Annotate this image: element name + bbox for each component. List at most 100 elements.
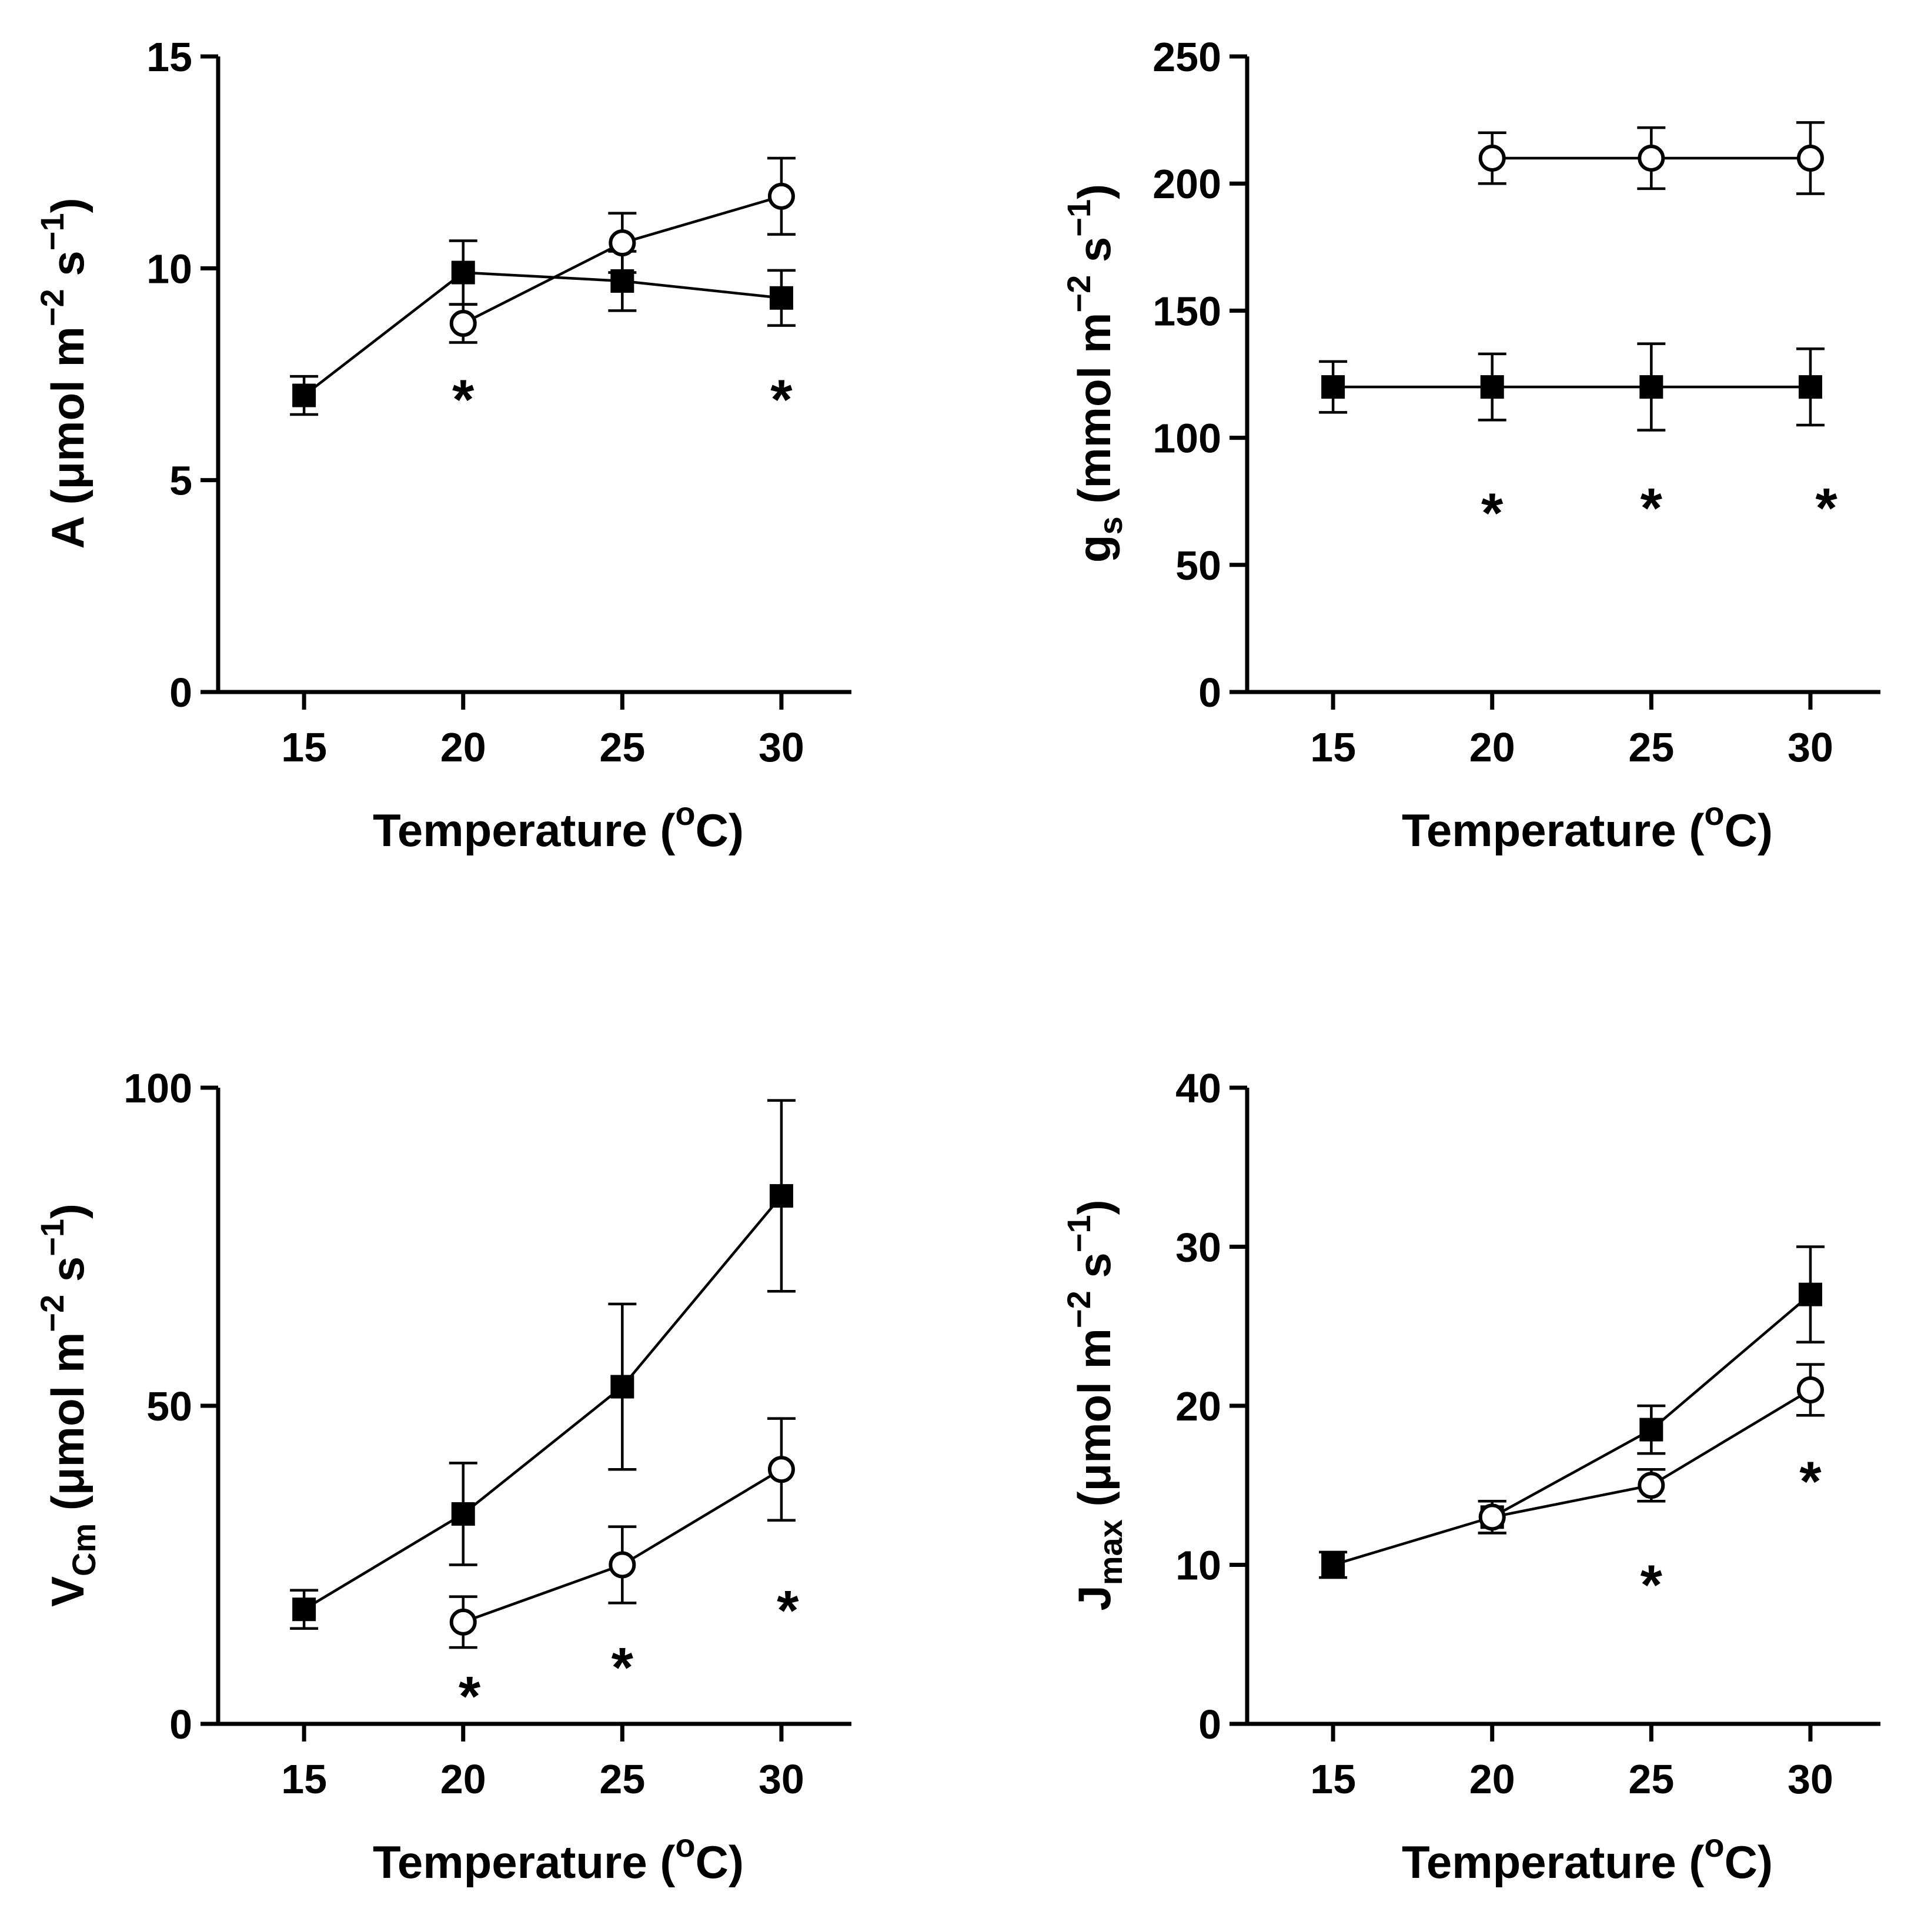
label-part: −1: [1060, 199, 1097, 237]
label-part: C): [1725, 1836, 1773, 1888]
marker-square: [1639, 1418, 1663, 1442]
x-axis-label: Temperature (oC): [373, 1827, 744, 1888]
marker-circle: [1638, 1472, 1665, 1499]
y-tick-label: 250: [1152, 34, 1221, 80]
significance-asterisk: *: [1481, 482, 1504, 545]
x-tick-label: 25: [1628, 1756, 1674, 1802]
marker-circle: [449, 1608, 477, 1636]
panel-gs: 0 50 100 150 200 250 15 20 25 30 Temperature (oC) g…: [1060, 34, 1880, 856]
y-tick-label: 0: [1198, 1702, 1221, 1747]
significance-asterisk: *: [612, 1636, 634, 1699]
significance-asterisk: *: [1799, 1450, 1822, 1513]
panel-Vcmax: 0 50 100 15 20 25 30 Temperature (oC) VCm (μmol …: [34, 1065, 851, 1888]
marker-circle: [1796, 144, 1824, 172]
series-line-filled-square: [303, 271, 782, 397]
x-tick-label: 25: [599, 724, 645, 770]
label-part: −2: [34, 1295, 71, 1332]
marker-square: [610, 269, 634, 293]
marker-circle: [1796, 1376, 1824, 1403]
label-part: ): [1068, 184, 1120, 199]
label-part: C): [696, 1836, 744, 1888]
marker-circle: [1478, 144, 1506, 172]
label-part: g: [1068, 534, 1120, 563]
marker-square: [451, 260, 475, 285]
marker-square: [292, 383, 316, 407]
label-part: s: [1068, 1252, 1120, 1291]
y-axis-label: gs (mmol m−2 s−1): [1060, 184, 1129, 563]
label-part: o: [1704, 795, 1724, 832]
significance-asterisk: *: [1641, 477, 1663, 540]
series-line-filled-square: [303, 1195, 783, 1611]
label-part: Temperature (: [373, 804, 675, 856]
significance-asterisk: *: [1815, 477, 1838, 540]
label-part: o: [675, 795, 695, 832]
label-part: C): [696, 804, 744, 856]
x-axis-label: Temperature (oC): [1402, 1827, 1773, 1888]
label-part: −2: [34, 289, 71, 326]
marker-circle: [609, 1551, 636, 1579]
x-tick-label: 20: [440, 724, 486, 770]
label-part: max: [1092, 1519, 1129, 1585]
y-axis-label: Jmax (μmol m−2 s−1): [1060, 1199, 1129, 1610]
marker-square: [610, 1375, 634, 1399]
marker-square: [1321, 1553, 1345, 1577]
label-part: (μmol m: [42, 1332, 93, 1523]
marker-circle: [609, 229, 636, 257]
y-tick-label: 0: [169, 670, 192, 716]
label-part: V: [42, 1576, 93, 1607]
label-part: J: [1068, 1585, 1120, 1610]
significance-asterisk: *: [459, 1665, 481, 1728]
y-tick-label: 0: [1198, 670, 1221, 716]
y-tick-label: 0: [169, 1702, 192, 1747]
label-part: s: [42, 1256, 93, 1295]
marker-circle: [767, 1456, 795, 1483]
y-tick-label: 200: [1152, 161, 1221, 207]
label-part: −1: [34, 213, 71, 250]
marker-square: [292, 1597, 316, 1622]
label-part: −2: [1060, 275, 1097, 313]
y-tick-label: 30: [1175, 1225, 1221, 1271]
marker-square: [1798, 375, 1822, 399]
x-tick-label: 15: [281, 1756, 327, 1802]
label-part: s: [1092, 516, 1129, 534]
x-axis-label: Temperature (oC): [1402, 795, 1773, 856]
label-part: s: [42, 250, 93, 289]
marker-square: [451, 1502, 475, 1526]
y-tick-label: 50: [1175, 543, 1221, 589]
marker-square: [1639, 375, 1663, 399]
y-tick-label: 50: [146, 1383, 192, 1429]
y-tick-label: 15: [146, 34, 192, 80]
x-tick-label: 30: [759, 724, 804, 770]
significance-asterisk: *: [770, 369, 793, 432]
x-tick-label: 20: [1469, 724, 1515, 770]
x-tick-label: 15: [1310, 1756, 1356, 1802]
x-axis-label: Temperature (oC): [373, 795, 744, 856]
label-part: (μmol m: [1068, 1328, 1120, 1519]
y-tick-label: 100: [123, 1065, 192, 1111]
significance-asterisk: *: [452, 369, 475, 432]
y-tick-label: 10: [1175, 1543, 1221, 1589]
y-axis-label: VCm (μmol m−2 s−1): [34, 1204, 102, 1607]
x-tick-label: 15: [1310, 724, 1356, 770]
marker-square: [1480, 375, 1504, 399]
x-tick-label: 30: [759, 1756, 804, 1802]
y-tick-label: 100: [1152, 416, 1221, 462]
marker-circle: [1638, 144, 1665, 172]
label-part: (mmol m: [1068, 313, 1120, 517]
label-part: Temperature (: [1402, 804, 1704, 856]
label-part: Temperature (: [1402, 1836, 1704, 1888]
y-tick-label: 150: [1152, 288, 1221, 334]
label-part: Cm: [65, 1523, 102, 1576]
label-part: C): [1725, 804, 1773, 856]
y-axis-label: A (μmol m−2 s−1): [34, 198, 93, 549]
series-line-filled-square: [1332, 1293, 1812, 1566]
y-tick-label: 10: [146, 246, 192, 292]
marker-circle: [1478, 1503, 1506, 1531]
panel-Jmax: 0 10 20 30 40 15 20 25 30 Temperature (oC) Jmax (μ…: [1060, 1065, 1880, 1888]
marker-square: [769, 286, 793, 310]
label-part: −2: [1060, 1291, 1097, 1328]
label-part: ): [42, 1204, 93, 1219]
x-tick-label: 25: [1628, 724, 1674, 770]
